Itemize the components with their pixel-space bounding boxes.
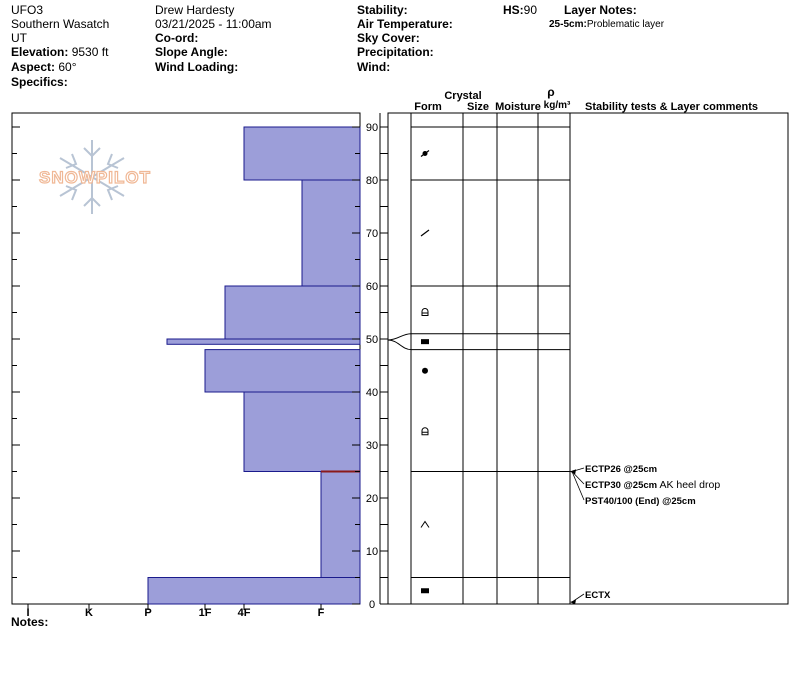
- hardness-layers: [147, 126, 361, 605]
- aspect-value: 60°: [58, 60, 77, 74]
- stability-test-leader-1: [571, 471, 585, 485]
- col-density-unit: kg/m³: [544, 100, 571, 111]
- precipitation-label: Precipitation:: [357, 45, 434, 59]
- grain-forms: [420, 150, 430, 594]
- stability-test-arrow-2: [570, 469, 576, 474]
- elevation: Elevation: 9530 ft: [11, 45, 108, 59]
- layer-connector-lower: [387, 339, 412, 351]
- height-tick-label-40: 40: [366, 387, 378, 399]
- stability-test-label-2: PST40/100 (End) @25cm: [585, 496, 696, 507]
- snowflake-icon: [59, 140, 125, 214]
- col-size: Size: [467, 101, 489, 113]
- stability-test-label-1: ECTP30 @25cm AK heel drop: [585, 479, 720, 491]
- profile-table-frame: [387, 112, 789, 605]
- height-tick-label-10: 10: [366, 546, 378, 558]
- range-name: Southern Wasatch: [11, 17, 110, 31]
- height-tick-label-0: 0: [369, 599, 375, 611]
- height-tick-label-90: 90: [366, 122, 378, 134]
- melt-freeze-crust-icon: [421, 588, 429, 594]
- layer-connector-upper: [387, 333, 412, 341]
- state-name: UT: [11, 31, 27, 45]
- elevation-label: Elevation:: [11, 45, 69, 59]
- hardness-layer-3: [204, 349, 361, 393]
- layer-note: 25-5cm:Problematic layer: [549, 18, 664, 32]
- hs-label: HS:: [503, 3, 524, 17]
- hs: HS:90: [503, 3, 537, 17]
- hardness-label-F: F: [318, 607, 325, 619]
- mixed-forms-icon: [420, 150, 430, 157]
- wind-label: Wind:: [357, 60, 391, 74]
- stability-test-label-3: ECTX: [585, 590, 611, 601]
- hardness-label-P: P: [144, 607, 151, 619]
- height-axis: 0 10 20 30 40 50 60 70 80 90: [12, 113, 388, 611]
- hardness-layer-6: [224, 285, 361, 340]
- wind-loading-label: Wind Loading:: [155, 60, 239, 74]
- hardness-axis: I K P 1F 4F F: [26, 604, 325, 619]
- table-lines: [387, 113, 571, 604]
- hardness-layer-5: [166, 338, 361, 345]
- hardness-label-I: I: [26, 607, 29, 619]
- hardness-layer-1: [320, 471, 361, 578]
- rounded-grains-icon: [422, 367, 428, 374]
- layer-note-range: 25-5cm:: [549, 19, 587, 30]
- hardness-layer-2: [243, 391, 361, 472]
- notes-label: Notes:: [11, 615, 48, 629]
- hardness-layer-8: [243, 126, 361, 181]
- col-moisture: Moisture: [495, 101, 541, 113]
- elevation-value: 9530 ft: [71, 45, 109, 59]
- hardness-layer-0: [147, 577, 361, 605]
- specifics-label: Specifics:: [11, 75, 68, 89]
- melt-freeze-crust-icon: [421, 339, 429, 345]
- rounded-faceted-icon: [421, 427, 429, 436]
- slope-angle-label: Slope Angle:: [155, 45, 228, 59]
- coord-label: Co-ord:: [155, 31, 199, 45]
- stability-tests: ECTP26 @25cm ECTP30 @25cm AK heel drop PST…: [570, 464, 720, 605]
- hs-value: 90: [523, 3, 538, 17]
- stability-label: Stability:: [357, 3, 408, 17]
- layer-notes-label: Layer Notes:: [564, 3, 637, 17]
- air-temperature-label: Air Temperature:: [357, 17, 453, 31]
- height-tick-label-70: 70: [366, 228, 378, 240]
- layer-note-text: Problematic layer: [586, 19, 665, 30]
- rounded-faceted-icon: [421, 308, 429, 316]
- logo-text: SNOWPILOT: [39, 168, 151, 187]
- observer-name: Drew Hardesty: [155, 3, 235, 17]
- depth-hoar-icon: [420, 520, 430, 528]
- stability-test-label-0: ECTP26 @25cm: [585, 464, 657, 475]
- height-tick-label-80: 80: [366, 175, 378, 187]
- hardness-layer-7: [301, 179, 361, 287]
- stability-test-arrow-3: [570, 600, 576, 605]
- hardness-label-4F: 4F: [238, 607, 251, 619]
- height-tick-label-20: 20: [366, 493, 378, 505]
- col-form: Form: [414, 101, 442, 113]
- observation-datetime: 03/21/2025 - 11:00am: [155, 17, 272, 31]
- hardness-label-1F: 1F: [199, 607, 212, 619]
- height-tick-label-30: 30: [366, 440, 378, 452]
- col-crystal: Crystal: [444, 90, 481, 102]
- stability-test-leader-2: [571, 471, 585, 501]
- col-rho: ρ: [547, 85, 554, 99]
- site-name: UFO3: [11, 3, 44, 17]
- hardness-label-K: K: [85, 607, 93, 619]
- snowpilot-logo: SNOWPILOT: [38, 140, 151, 214]
- sky-cover-label: Sky Cover:: [357, 31, 420, 45]
- aspect-label: Aspect:: [11, 60, 56, 74]
- height-tick-label-50: 50: [366, 334, 378, 346]
- height-tick-label-60: 60: [366, 281, 378, 293]
- aspect: Aspect: 60°: [11, 60, 77, 74]
- col-stability: Stability tests & Layer comments: [585, 101, 758, 113]
- decomposing-fragments-icon: [420, 229, 430, 237]
